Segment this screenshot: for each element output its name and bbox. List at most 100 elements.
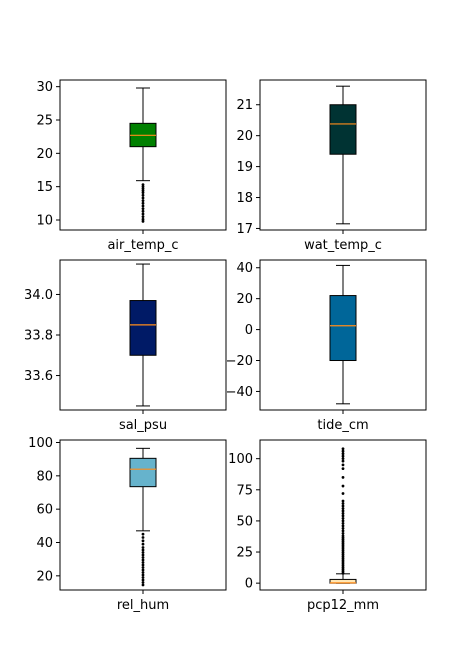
outlier-point (341, 526, 345, 530)
outlier-point (341, 447, 345, 451)
y-tick-label: 20 (236, 292, 253, 307)
y-tick-label: 33.6 (24, 369, 53, 384)
outlier-point (141, 558, 145, 562)
outlier-point (141, 568, 145, 572)
outlier-point (141, 581, 145, 584)
y-tick-label: 33.8 (24, 329, 53, 344)
outlier-point (141, 548, 145, 552)
outlier-point (141, 551, 145, 554)
outlier-point (141, 561, 145, 564)
outlier-point (141, 187, 145, 191)
outlier-point (141, 542, 145, 546)
y-tick-label: 0 (245, 323, 253, 338)
outlier-point (141, 583, 145, 587)
outlier-point (141, 536, 145, 539)
y-tick-label: 75 (236, 483, 253, 498)
y-tick-label: 80 (36, 469, 53, 484)
outlier-point (341, 509, 345, 513)
box-iqr (129, 300, 157, 356)
outlier-point (141, 189, 145, 193)
y-tick-label: 50 (236, 514, 253, 529)
outlier-point (141, 212, 145, 216)
box-iqr (329, 295, 357, 362)
y-tick-label: 15 (36, 180, 53, 195)
x-tick-label: rel_hum (117, 598, 169, 613)
outlier-point (141, 204, 145, 208)
outlier-point (341, 467, 345, 471)
outlier-point (341, 519, 345, 523)
outlier-point (141, 563, 145, 567)
y-tick-label: −20 (226, 354, 253, 369)
outlier-point (341, 457, 345, 461)
y-tick-label: 0 (245, 577, 253, 592)
y-tick-label: 20 (36, 147, 53, 162)
outlier-point (341, 529, 345, 533)
outlier-point (141, 193, 145, 197)
outlier-point (341, 522, 345, 525)
outlier-point (141, 578, 145, 582)
outlier-point (341, 517, 345, 520)
outlier-point (141, 207, 145, 211)
outlier-point (141, 571, 145, 574)
y-tick-label: 20 (236, 129, 253, 144)
outlier-point (141, 546, 145, 549)
box-iqr (329, 104, 357, 155)
outlier-point (341, 499, 345, 503)
x-tick-label: sal_psu (119, 418, 167, 433)
x-tick-label: wat_temp_c (304, 238, 382, 253)
outlier-point (141, 539, 145, 543)
y-tick-label: 34.0 (24, 288, 53, 303)
y-tick-label: 40 (236, 261, 253, 276)
y-tick-label: 10 (36, 214, 53, 229)
outlier-point (141, 183, 145, 187)
y-tick-label: 21 (236, 98, 253, 113)
y-tick-label: 40 (36, 536, 53, 551)
y-tick-label: 19 (236, 160, 253, 175)
outlier-point (341, 484, 345, 488)
outlier-point (341, 502, 345, 505)
outlier-point (141, 573, 145, 577)
x-tick-label: pcp12_mm (307, 598, 379, 613)
x-tick-label: air_temp_c (107, 238, 178, 253)
outlier-point (341, 504, 345, 508)
y-tick-label: 100 (28, 436, 53, 451)
outlier-point (341, 512, 345, 515)
y-tick-label: 20 (36, 569, 53, 584)
y-tick-label: 25 (236, 546, 253, 561)
outlier-point (341, 492, 345, 495)
outlier-point (141, 209, 145, 213)
outlier-point (341, 507, 345, 510)
y-tick-label: 30 (36, 80, 53, 95)
y-tick-label: 60 (36, 503, 53, 518)
y-tick-label: 18 (236, 191, 253, 206)
outlier-point (341, 449, 345, 453)
outlier-point (141, 215, 145, 219)
outlier-point (141, 576, 145, 579)
outlier-point (341, 534, 345, 538)
outlier-point (341, 475, 345, 479)
outlier-point (141, 191, 145, 195)
y-tick-label: −40 (226, 385, 253, 400)
outlier-point (141, 196, 145, 200)
outlier-point (341, 531, 345, 535)
y-tick-label: 17 (236, 222, 253, 237)
outlier-point (141, 217, 145, 221)
outlier-point (341, 514, 345, 518)
outlier-point (341, 524, 345, 528)
outlier-point (141, 553, 145, 557)
outlier-point (341, 452, 345, 456)
outlier-point (141, 199, 145, 203)
box-iqr (129, 457, 157, 488)
y-tick-label: 100 (228, 452, 253, 467)
outlier-point (341, 463, 345, 467)
outlier-point (141, 566, 145, 569)
y-tick-label: 25 (36, 114, 53, 129)
outlier-point (141, 556, 145, 559)
x-tick-label: tide_cm (317, 418, 368, 433)
outlier-point (341, 454, 345, 458)
outlier-point (141, 532, 145, 536)
outlier-point (141, 219, 145, 223)
outlier-point (141, 201, 145, 205)
outlier-point (141, 185, 145, 189)
